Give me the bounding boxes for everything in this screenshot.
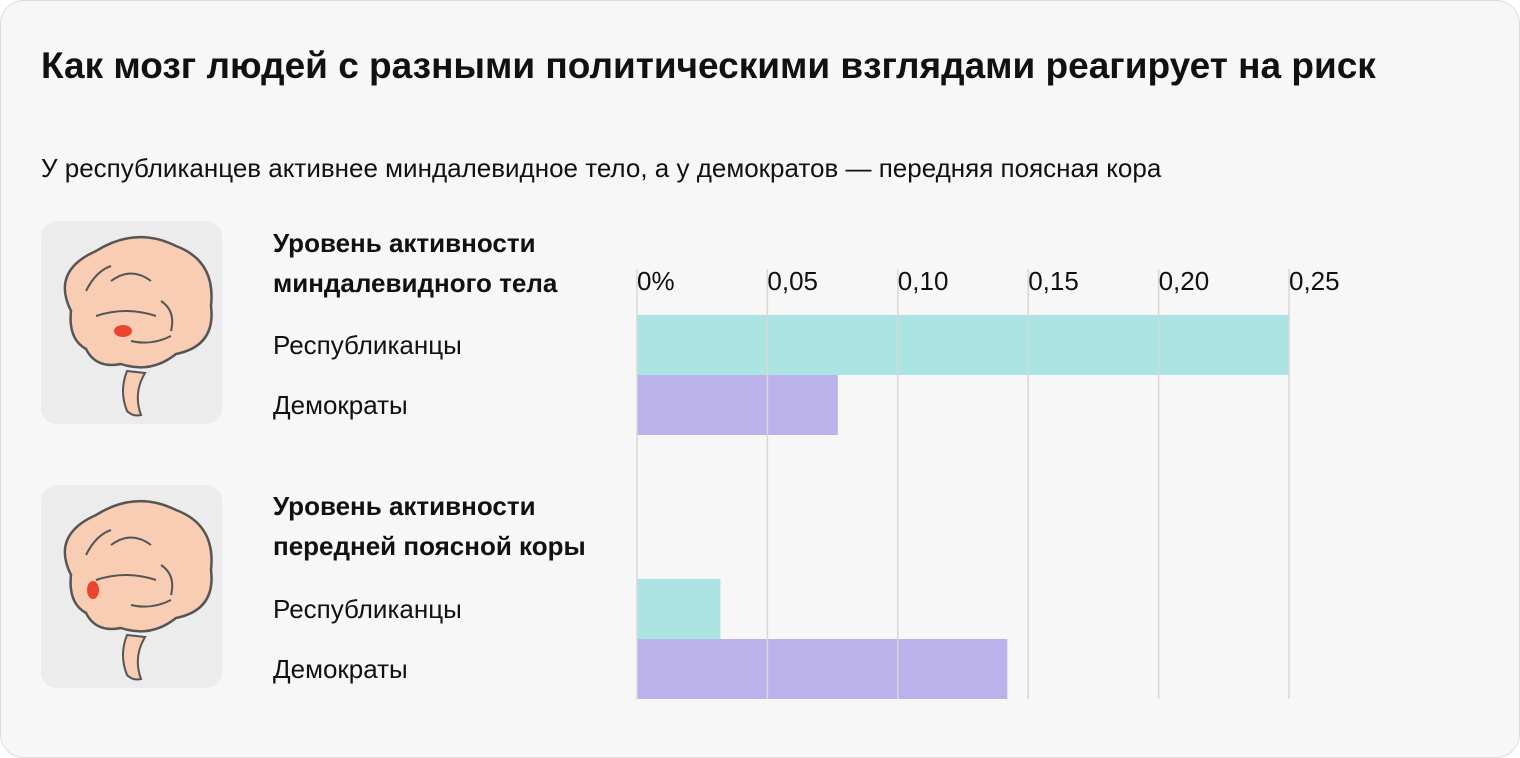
title: Как мозг людей с разными политическими в… [41, 45, 1376, 86]
panel-title: Уровень активности миндалевидного тела [273, 228, 558, 298]
x-tick-label: 0,05 [767, 266, 818, 296]
bar [637, 315, 1289, 375]
x-tick-label: 0,10 [897, 266, 949, 296]
panel-title: Уровень активности передней поясной коры [273, 491, 586, 561]
bar [637, 375, 838, 435]
x-tick-label: 0,25 [1289, 266, 1340, 296]
category-label: Республиканцы [273, 330, 462, 360]
category-label: Демократы [273, 654, 408, 684]
subtitle: У республиканцев активнее миндалевидное … [41, 153, 1162, 183]
category-label: Республиканцы [273, 594, 462, 624]
brain-icon [63, 499, 213, 681]
category-label: Демократы [273, 390, 408, 420]
brain-icon [63, 235, 213, 417]
bar [637, 579, 721, 639]
x-tick-label: 0,15 [1028, 266, 1079, 296]
x-tick-label: 0,20 [1158, 266, 1210, 296]
bar [637, 639, 1008, 699]
brain-box [41, 221, 222, 424]
brain-box [41, 485, 222, 688]
x-tick-label: 0% [637, 266, 675, 296]
